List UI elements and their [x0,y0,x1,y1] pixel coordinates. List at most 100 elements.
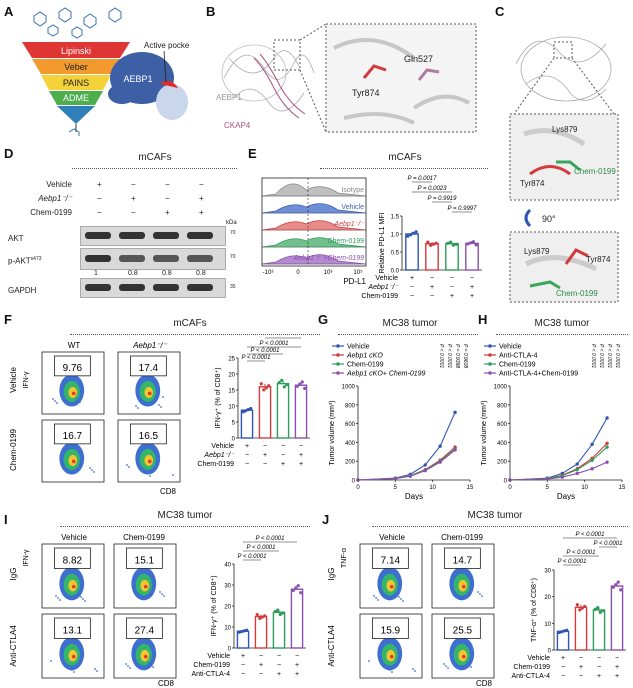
bar-2 [445,243,459,271]
p-value-3: P < 0.0001 [614,344,620,368]
bar-1 [574,606,588,651]
ratio-label: 0.8 [196,270,206,277]
protein-overview-c [515,36,612,102]
divider-f [70,334,320,335]
series-point-0 [438,444,442,448]
blot-label-akt: AKT [8,234,24,243]
panel-c-figure: Lys879 Tyr874 Chem-0199 90° Lys879 Tyr87… [509,36,619,303]
data-point [451,243,455,247]
blot-band [187,284,213,291]
x-tick-label: 0 [508,485,512,491]
funnel-label-adme: ADME [63,93,89,103]
p-value: P < 0.0001 [594,541,623,547]
data-point [414,230,418,234]
event-dot [150,664,152,666]
series-line-3 [509,461,608,481]
series-point-3 [453,448,457,452]
event-dot [79,401,81,403]
data-point [296,584,300,588]
bar-2 [272,611,286,649]
sign: − [277,662,281,669]
divider-h [496,334,628,335]
sign-row-label: Aebp1⁻/⁻ [367,284,399,291]
gate-value: 17.4 [139,363,159,374]
chem0199-label-2: Chem-0199 [556,289,598,298]
contour-peak [71,391,76,396]
x-axis-name: CD8 [158,679,175,688]
series-point-3 [438,460,442,464]
sign: + [579,664,583,671]
event-dot [68,470,70,472]
contour-peak [71,654,76,659]
rotate-arrow-icon [524,208,532,228]
x-tick-label: 5 [546,485,550,491]
data-point [278,612,282,617]
event-dot [135,405,137,407]
sign: + [277,671,281,678]
event-dot [50,660,52,662]
sign-row-label: Vehicle [211,443,234,450]
sign: − [295,653,299,660]
p-value: P < 0.0001 [567,550,596,556]
p-value: P < 0.0001 [251,348,280,354]
sign-row-label: Chem-0199 [197,461,234,468]
bar-2 [276,382,290,439]
panel-f-title: mCAFs [173,318,207,329]
gate-box [54,355,91,377]
panel-label-j: J [322,512,330,527]
bar-1 [258,386,272,439]
event-dot [387,667,389,669]
bar-3 [610,585,624,651]
data-point [285,383,289,387]
y-tick-label: 10 [544,622,551,628]
y-tick-label: 20 [224,605,231,611]
data-point [596,606,600,610]
funnel-level-5 [57,106,95,124]
bar-1 [425,243,439,271]
event-dot [138,594,140,596]
y-tick-label: 0 [504,479,508,485]
sign: + [295,662,299,669]
sign-d-r1-c2: − [165,194,170,203]
y-axis-label: TNF-α⁺ (% of CD8⁺) [531,578,538,642]
sign: + [597,673,601,680]
sign-row-label: Anti-CTLA-4 [511,673,550,680]
tyr874-label-2: Tyr874 [586,255,611,264]
sign: − [597,664,601,671]
gate-value: 27.4 [135,625,155,636]
blot-band [119,255,145,262]
sign: + [615,664,619,671]
gate-box [54,617,91,639]
sign-row-label: Chem-0199 [361,293,398,300]
panel-f-figure: WT Aebp1⁻/⁻ Vehicle Chem-0199 IFN-γ 9.76 17.4 1… [9,336,310,496]
data-point [406,234,410,238]
blot-band [85,284,111,291]
series-point-0 [423,463,427,467]
event-dot [94,668,96,670]
x-axis-name: CD8 [476,679,493,688]
ratio-label: 0.8 [162,270,172,277]
contour-peak [389,654,394,659]
blot-strip-2 [80,278,226,298]
sign: − [245,452,249,459]
contour-peak [147,391,152,396]
data-point [280,378,284,382]
sign-row-label: Chem-0199 [193,662,230,669]
divider-e [320,168,488,169]
legend-label-0: Vehicle [347,344,370,351]
sign-d-r1-c0: − [97,194,102,203]
data-point [474,243,478,247]
gln527-label: Gln527 [404,54,433,64]
col-label-ko: Aebp1⁻/⁻ [132,341,168,350]
data-point [614,583,618,587]
sign-row-label: Anti-CTLA-4 [191,671,230,678]
panel-h-figure: Vehicle Anti-CTLA-4 Chem-0199 Anti-CTLA-4+C… [481,344,626,501]
col-label-0: Vehicle [379,533,405,542]
y-tick-label: 800 [497,403,508,409]
panel-j-figure: Vehicle Chem-0199 IgG Anti-CTLA4 TNF-α 7.14 14… [327,532,626,688]
legend-label-0: Vehicle [499,344,522,351]
event-dot [412,668,414,670]
sign: − [259,653,263,660]
divider-g [338,334,478,335]
track-label-4: Aebp1⁻/⁻+Chem-0199 [293,255,364,262]
